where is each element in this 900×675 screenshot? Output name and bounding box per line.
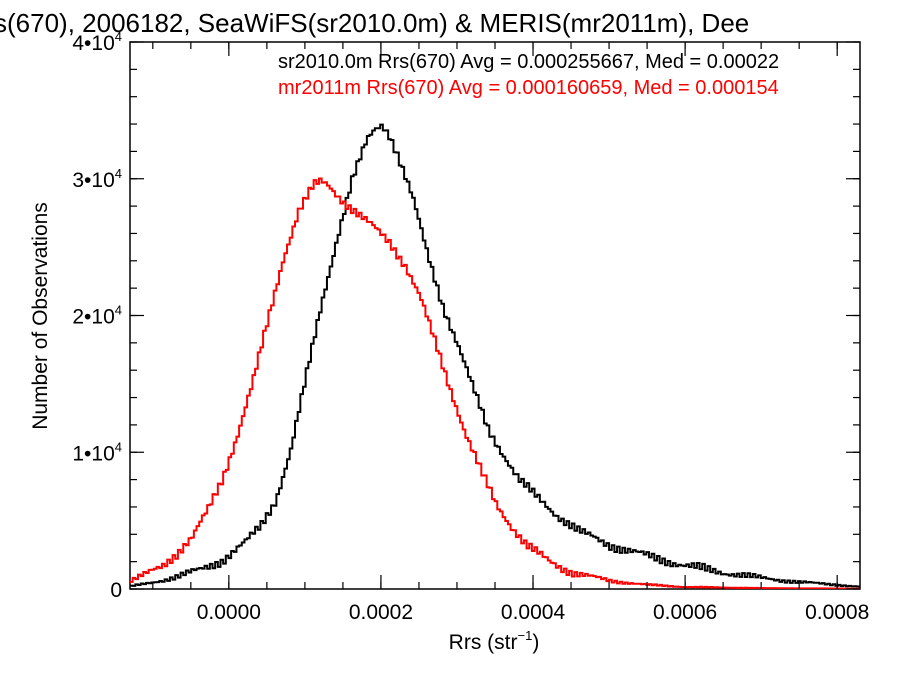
x-axis-label: Rrs (str−1) [449, 628, 540, 654]
y-tick-label: 1•104 [72, 439, 122, 465]
legend-entry-1: sr2010.0m Rrs(670) Avg = 0.000255667, Me… [278, 51, 779, 73]
x-tick-label: 0.0000 [197, 601, 261, 624]
y-tick-label: 4•104 [72, 29, 122, 55]
y-axis-label: Number of Observations [29, 202, 52, 430]
chart-title: s(670), 2006182, SeaWiFS(sr2010.0m) & ME… [0, 8, 749, 38]
x-tick-label: 0.0004 [501, 601, 566, 624]
plot-frame [129, 41, 861, 590]
x-axis-label-end: ) [532, 631, 539, 654]
legend-entry-2: mr2011m Rrs(670) Avg = 0.000160659, Med … [278, 77, 779, 99]
plot-area: 0.0000 0.0002 0.0004 0.0006 0.0008 0 1•104 2•1… [72, 29, 869, 624]
y-tick-label: 2•104 [72, 303, 122, 329]
x-axis-label-text: Rrs (str [449, 631, 518, 654]
series-line-2 [130, 177, 860, 589]
y-axis-ticks: 0 1•104 2•104 3•104 4•104 [72, 29, 860, 602]
x-axis-label-superscript: −1 [518, 628, 533, 643]
x-tick-label: 0.0006 [653, 601, 717, 624]
x-tick-label: 0.0008 [805, 601, 869, 624]
series-layer [130, 123, 860, 589]
series-line-1 [130, 123, 860, 588]
x-axis-ticks: 0.0000 0.0002 0.0004 0.0006 0.0008 [152, 42, 869, 624]
y-tick-label: 0 [110, 579, 122, 602]
legend: sr2010.0m Rrs(670) Avg = 0.000255667, Me… [278, 51, 779, 99]
x-tick-label: 0.0002 [349, 601, 413, 624]
y-tick-label: 3•104 [72, 166, 122, 192]
